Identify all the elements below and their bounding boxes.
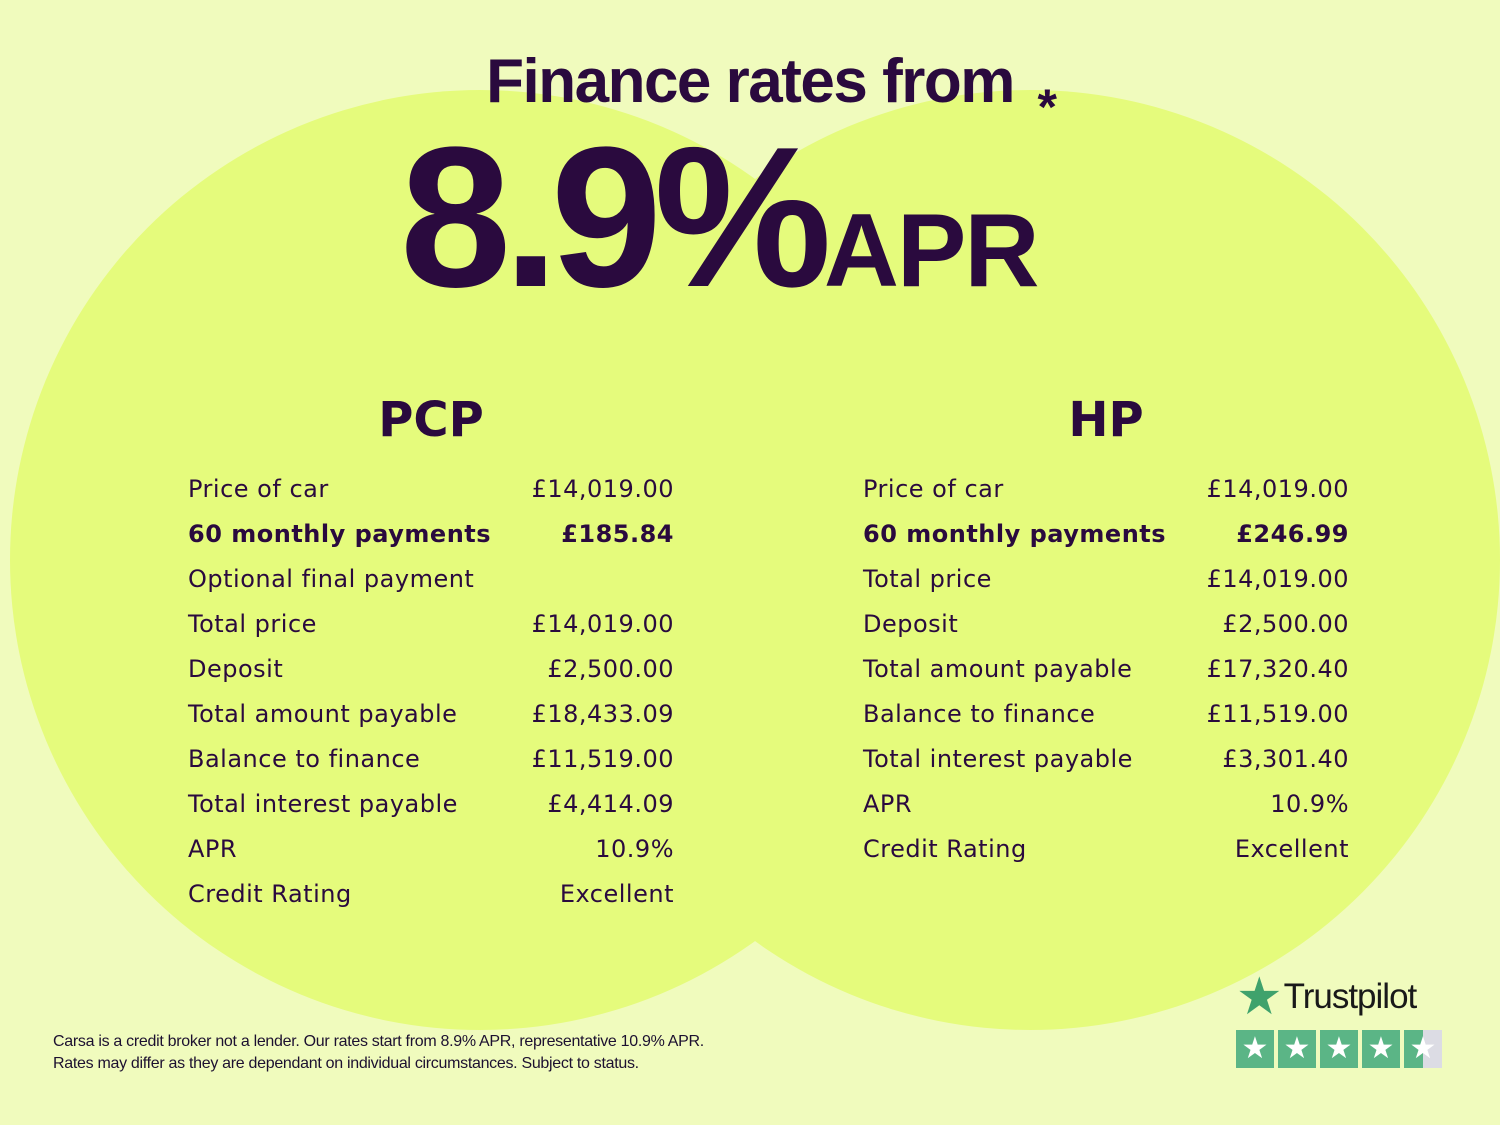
- row-value: £2,500.00: [1222, 610, 1349, 638]
- row-label: Total price: [188, 610, 317, 638]
- pcp-row: Total price £14,019.00: [188, 609, 674, 654]
- background-circle-right: [560, 90, 1500, 1030]
- hp-row: Credit Rating Excellent: [863, 834, 1349, 879]
- row-label: Balance to finance: [863, 700, 1096, 728]
- disclaimer: Carsa is a credit broker not a lender. O…: [53, 1031, 704, 1075]
- row-value: Excellent: [1234, 835, 1349, 863]
- hp-row: Deposit £2,500.00: [863, 609, 1349, 654]
- row-label: Price of car: [863, 475, 1004, 503]
- row-label: Price of car: [188, 475, 329, 503]
- row-label: APR: [188, 835, 238, 863]
- pcp-row: 60 monthly payments £185.84: [188, 519, 674, 564]
- row-value: £14,019.00: [531, 610, 674, 638]
- pcp-rows: Price of car £14,019.00 60 monthly payment…: [188, 474, 674, 924]
- row-value: £11,519.00: [1206, 700, 1349, 728]
- rate-value: 8.9%: [400, 106, 832, 329]
- pcp-table: PCP Price of car £14,019.00 60 monthly pay…: [188, 390, 674, 924]
- pcp-row: Total amount payable £18,433.09: [188, 699, 674, 744]
- row-label: 60 monthly payments: [863, 520, 1167, 548]
- row-value: £185.84: [561, 520, 674, 548]
- row-value: Excellent: [559, 880, 674, 908]
- pcp-row: Total interest payable £4,414.09: [188, 789, 674, 834]
- row-label: Balance to finance: [188, 745, 421, 773]
- row-value: £3,301.40: [1222, 745, 1349, 773]
- rate-display: 8.9%APR*: [400, 79, 1057, 318]
- row-value: £4,414.09: [547, 790, 674, 818]
- pcp-title: PCP: [378, 392, 484, 448]
- row-label: Credit Rating: [863, 835, 1027, 863]
- pcp-row: Balance to finance £11,519.00: [188, 744, 674, 789]
- pcp-row: Deposit £2,500.00: [188, 654, 674, 699]
- row-value: £14,019.00: [531, 475, 674, 503]
- row-label: 60 monthly payments: [188, 520, 492, 548]
- row-label: Total interest payable: [863, 745, 1133, 773]
- asterisk: *: [1037, 79, 1057, 135]
- pcp-row: Credit Rating Excellent: [188, 879, 674, 924]
- disclaimer-line-1: Carsa is a credit broker not a lender. O…: [53, 1033, 704, 1050]
- row-value: £14,019.00: [1206, 475, 1349, 503]
- row-value: £11,519.00: [531, 745, 674, 773]
- hp-row: Balance to finance £11,519.00: [863, 699, 1349, 744]
- rating-star-icon: ★: [1236, 1030, 1274, 1068]
- hp-table: HP Price of car £14,019.00 60 monthly paym…: [863, 390, 1349, 879]
- pcp-row: APR 10.9%: [188, 834, 674, 879]
- row-label: Total price: [863, 565, 992, 593]
- row-label: Total interest payable: [188, 790, 458, 818]
- star-icon: ★: [1236, 968, 1283, 1026]
- row-value: £18,433.09: [531, 700, 674, 728]
- row-value: 10.9%: [1270, 790, 1349, 818]
- hp-row: Total interest payable £3,301.40: [863, 744, 1349, 789]
- trustpilot-logo: ★ Trustpilot: [1236, 968, 1442, 1026]
- row-value: £14,019.00: [1206, 565, 1349, 593]
- hp-row: 60 monthly payments £246.99: [863, 519, 1349, 564]
- row-value: £2,500.00: [547, 655, 674, 683]
- trustpilot-rating: ★ ★ ★ ★ ★: [1236, 1030, 1442, 1068]
- row-value: 10.9%: [595, 835, 674, 863]
- row-label: Optional final payment: [188, 565, 475, 593]
- row-label: Credit Rating: [188, 880, 352, 908]
- trustpilot-badge: ★ Trustpilot ★ ★ ★ ★ ★: [1236, 968, 1442, 1068]
- hp-row: Price of car £14,019.00: [863, 474, 1349, 519]
- hp-rows: Price of car £14,019.00 60 monthly payment…: [863, 474, 1349, 879]
- headline: Finance rates from: [486, 47, 1015, 116]
- hp-row: Total amount payable £17,320.40: [863, 654, 1349, 699]
- row-label: Total amount payable: [863, 655, 1133, 683]
- hp-row: Total price £14,019.00: [863, 564, 1349, 609]
- row-value: £246.99: [1236, 520, 1349, 548]
- trustpilot-name: Trustpilot: [1283, 977, 1418, 1016]
- row-value: £17,320.40: [1206, 655, 1349, 683]
- rating-star-icon: ★: [1404, 1030, 1442, 1068]
- rating-star-icon: ★: [1278, 1030, 1316, 1068]
- hp-row: APR 10.9%: [863, 789, 1349, 834]
- hp-title: HP: [1068, 392, 1144, 448]
- row-label: Total amount payable: [188, 700, 458, 728]
- row-label: Deposit: [863, 610, 959, 638]
- row-label: APR: [863, 790, 913, 818]
- rating-star-icon: ★: [1320, 1030, 1358, 1068]
- rating-star-icon: ★: [1362, 1030, 1400, 1068]
- pcp-row: Optional final payment: [188, 564, 674, 609]
- row-label: Deposit: [188, 655, 284, 683]
- rate-suffix: APR: [823, 193, 1040, 309]
- disclaimer-line-2: Rates may differ as they are dependant o…: [53, 1055, 639, 1072]
- pcp-row: Price of car £14,019.00: [188, 474, 674, 519]
